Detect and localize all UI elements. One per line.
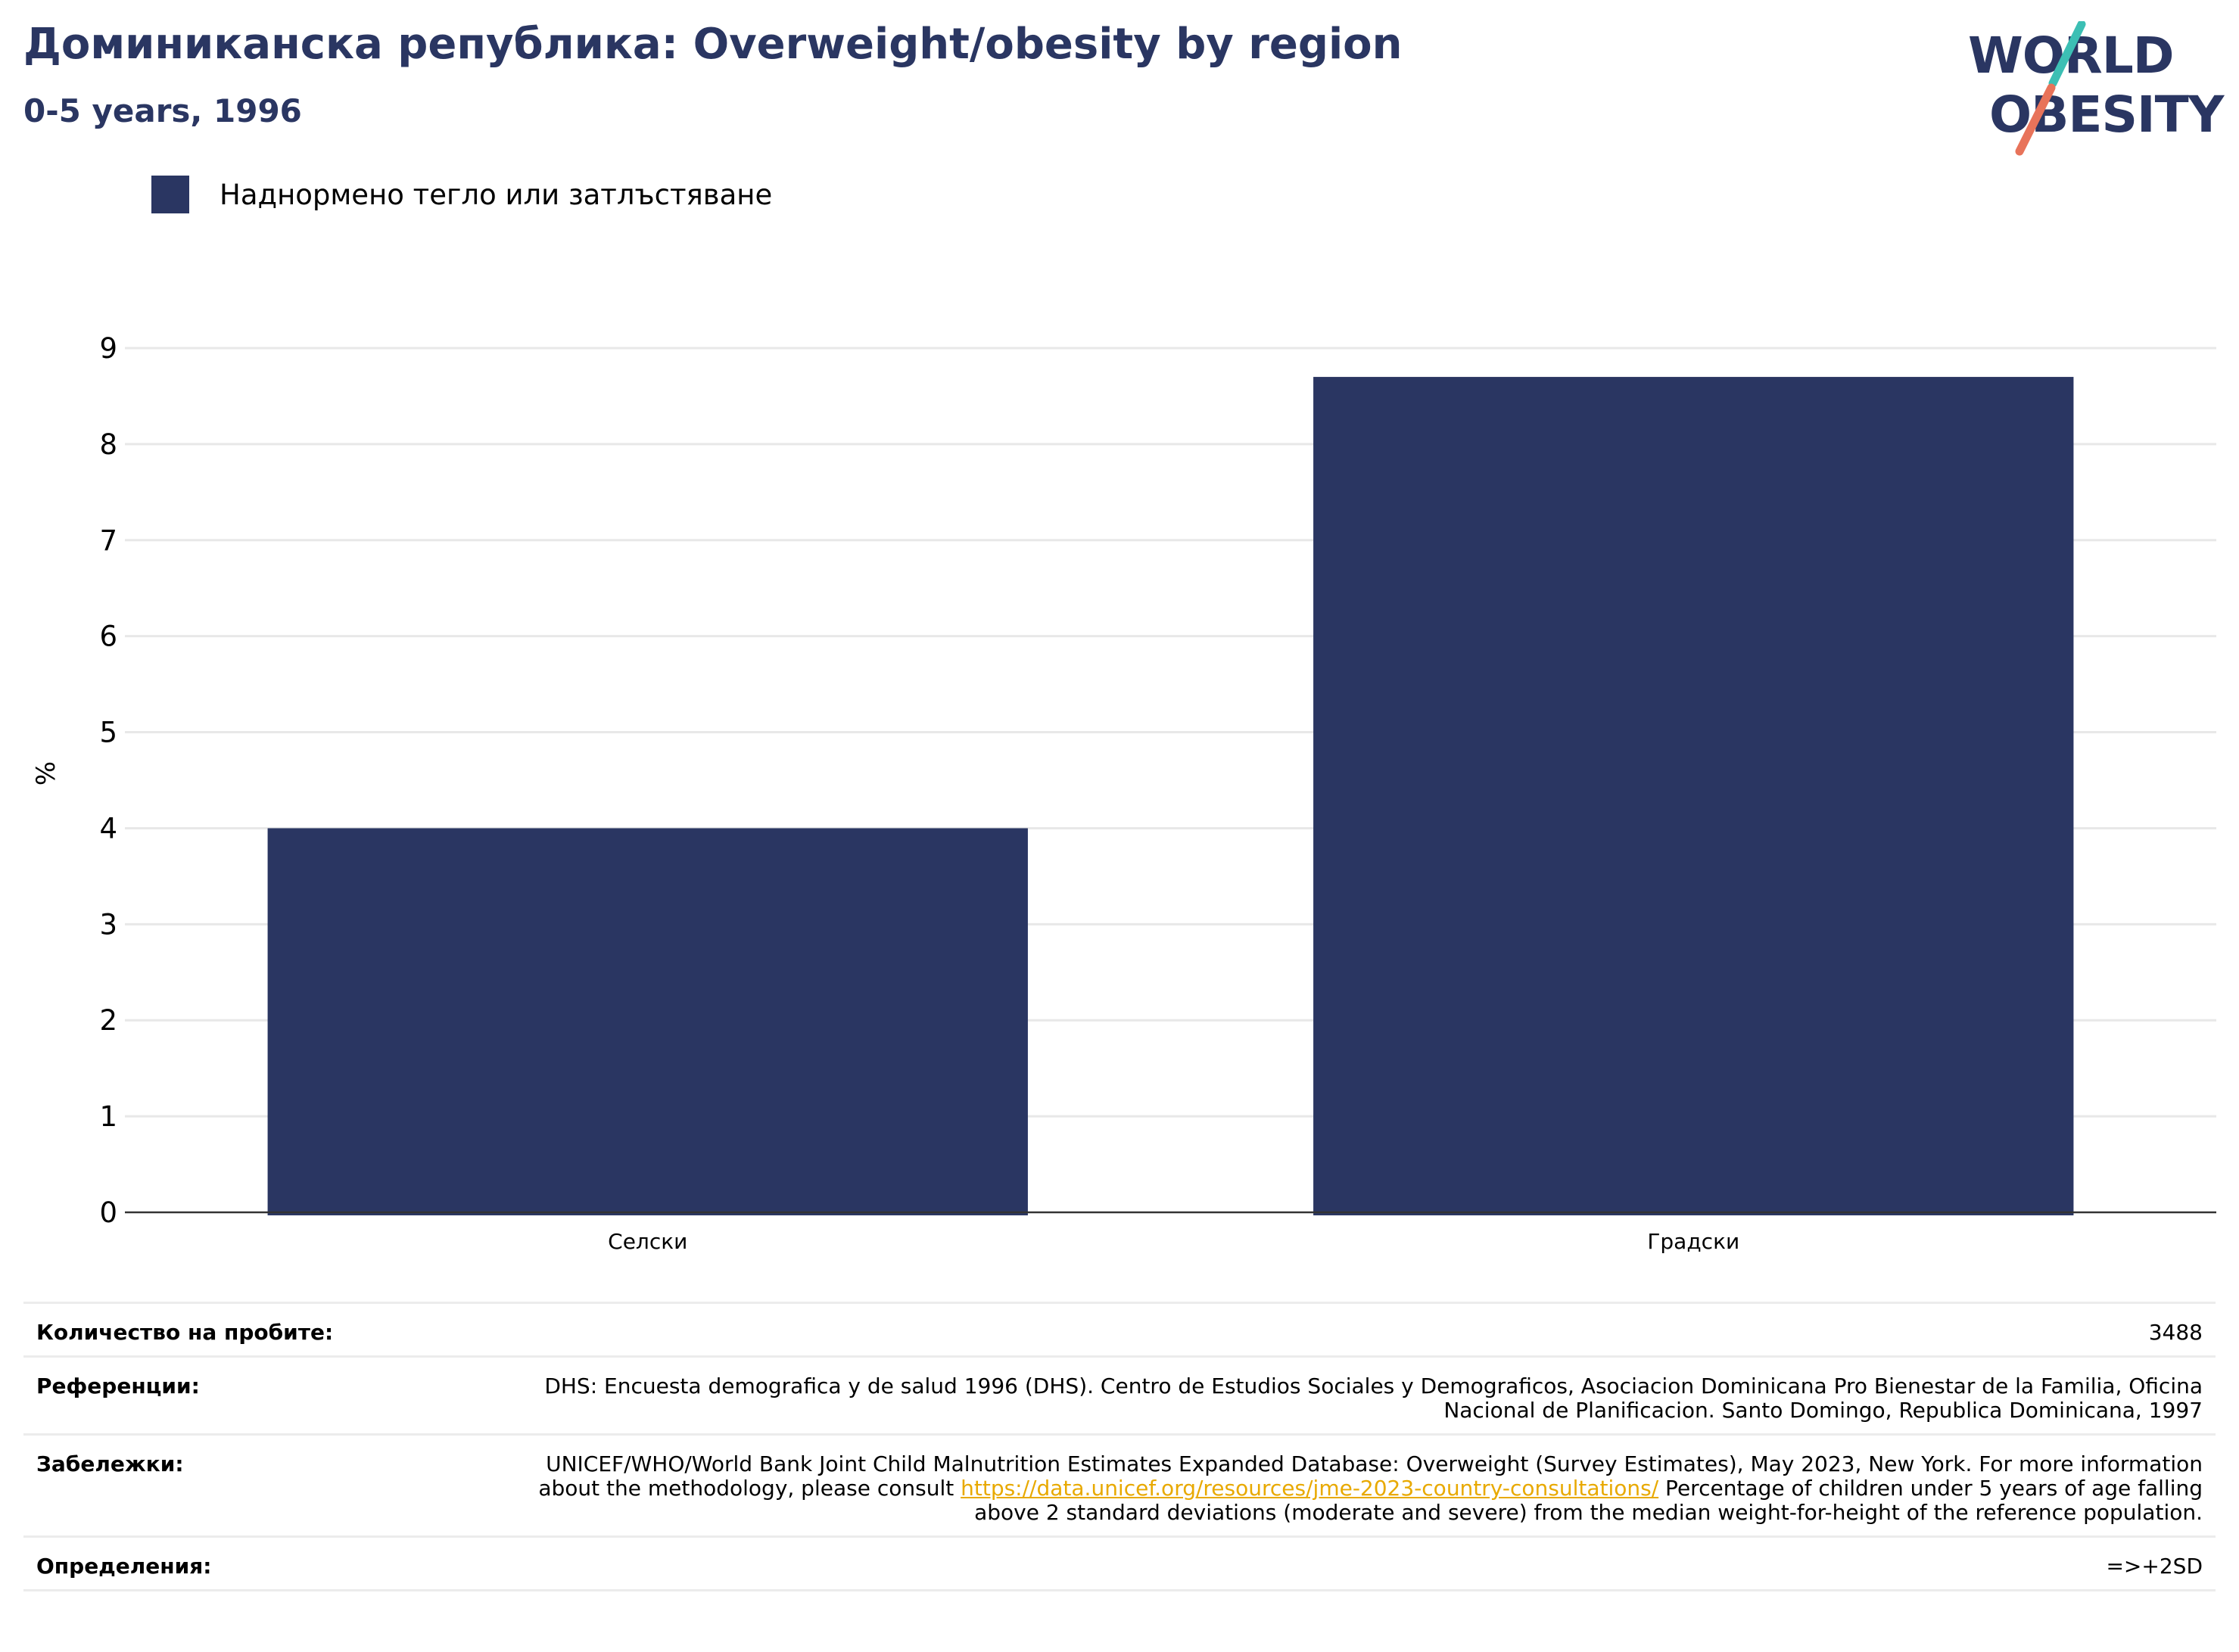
methodology-link[interactable]: https://data.unicef.org/resources/jme-20… [961,1476,1659,1501]
info-label-definitions: Определения: [36,1554,212,1579]
y-tick-label: 1 [99,1100,117,1133]
info-value-definitions: =>+2SD [2106,1554,2203,1579]
y-tick-label: 3 [99,908,117,941]
chart-title: Доминиканска република: Overweight/obesi… [23,20,1403,69]
info-row-notes: Забележки: UNICEF/WHO/World Bank Joint C… [23,1433,2216,1535]
x-tick-label: Селски [608,1229,687,1254]
y-tick-label: 2 [99,1004,117,1037]
y-axis-ticks: 0 1 2 3 4 5 6 7 8 9 [99,332,117,1229]
info-value-references: DHS: Encuesta demografica y de salud 199… [544,1374,2203,1423]
y-tick-label: 0 [99,1196,117,1229]
y-tick-label: 7 [99,524,117,557]
legend-label: Наднормено тегло или затлъстяване [220,178,773,211]
info-label-notes: Забележки: [36,1451,184,1476]
info-label-sample-size: Количество на пробите: [36,1320,334,1345]
y-tick-label: 8 [99,428,117,461]
bar-2 [1313,377,2074,1216]
legend: Наднормено тегло или затлъстяване [151,176,772,213]
notes-text-after: Percentage of children under 5 years of … [974,1476,2203,1525]
info-row-definitions: Определения: =>+2SD [23,1535,2216,1591]
logo-coral-slash [2015,83,2056,156]
chart-subtitle: 0-5 years, 1996 [23,92,302,129]
y-tick-label: 6 [99,621,117,653]
y-tick-label: 9 [99,332,117,365]
logo-teal-slash [2048,21,2086,88]
world-obesity-logo: WORLD OBESITY [1968,21,2225,156]
info-table: Количество на пробите: 3488 Референции: … [23,1302,2216,1591]
legend-swatch [151,176,189,213]
y-tick-label: 5 [99,717,117,749]
x-axis-ticks: Селски Градски [608,1229,1739,1254]
info-row-references: Референции: DHS: Encuesta demografica y … [23,1355,2216,1433]
bars [267,377,2074,1216]
info-value-sample-size: 3488 [2148,1320,2203,1345]
info-label-references: Референции: [36,1374,200,1398]
info-row-sample-size: Количество на пробите: 3488 [23,1302,2216,1355]
info-value-notes: UNICEF/WHO/World Bank Joint Child Malnut… [515,1452,2203,1525]
y-tick-label: 4 [99,812,117,845]
y-axis-label: % [31,761,61,786]
notes-text-before: UNICEF/WHO/World Bank Joint Child Malnut… [538,1451,2203,1501]
bar-chart: 0 1 2 3 4 5 6 7 8 9 Селски Градски % [31,332,2216,1254]
bar-1 [267,828,1028,1215]
x-tick-label: Градски [1647,1229,1739,1254]
